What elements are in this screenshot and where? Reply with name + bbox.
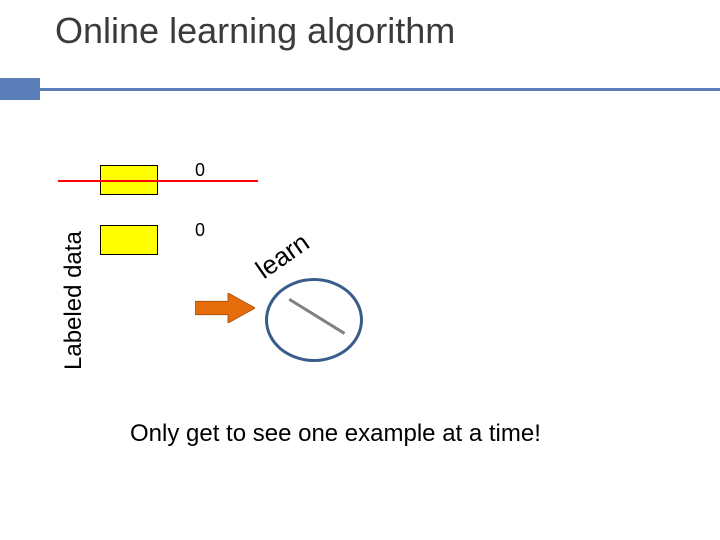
accent-line <box>40 88 720 91</box>
accent-block <box>0 78 40 100</box>
caption-text: Only get to see one example at a time! <box>130 420 541 448</box>
label-zero-1: 0 <box>195 160 205 181</box>
red-line <box>58 180 258 182</box>
slide: Online learning algorithm Labeled data 0… <box>0 0 720 540</box>
slide-title: Online learning algorithm <box>55 10 455 52</box>
label-zero-2: 0 <box>195 220 205 241</box>
yellow-box-2 <box>100 225 158 255</box>
arrow-icon <box>195 293 255 323</box>
learn-label: learn <box>250 227 315 286</box>
labeled-data-label: Labeled data <box>60 231 88 370</box>
model-circle <box>265 278 363 362</box>
